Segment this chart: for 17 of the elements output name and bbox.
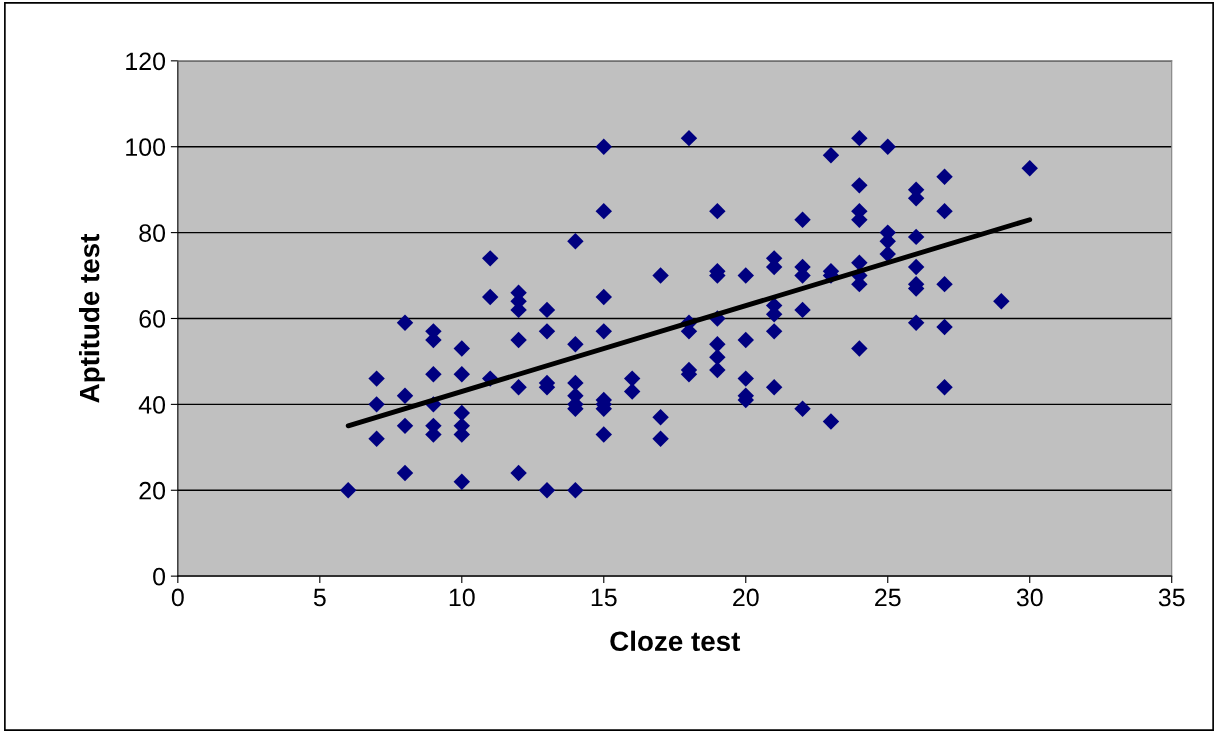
y-tick-label: 60 (139, 310, 166, 328)
x-tick-label: 5 (313, 588, 326, 607)
x-tick-label: 20 (733, 588, 759, 607)
y-tick-label: 0 (153, 567, 166, 586)
y-tick-label: 80 (139, 224, 166, 242)
x-tick-label: 30 (1016, 588, 1043, 607)
y-tick-label: 120 (126, 52, 166, 71)
y-tick-label: 20 (139, 481, 166, 500)
x-tick-label: 35 (1158, 588, 1185, 607)
y-axis-title: Aptitude test (78, 233, 105, 403)
x-tick-label: 25 (875, 588, 901, 607)
x-axis-title: Cloze test (610, 630, 741, 652)
x-tick-label: 15 (591, 588, 617, 607)
x-tick-label: 10 (449, 588, 475, 607)
x-tick-label: 0 (171, 588, 184, 607)
y-tick-label: 40 (138, 395, 166, 414)
y-tick-label: 100 (126, 138, 166, 157)
